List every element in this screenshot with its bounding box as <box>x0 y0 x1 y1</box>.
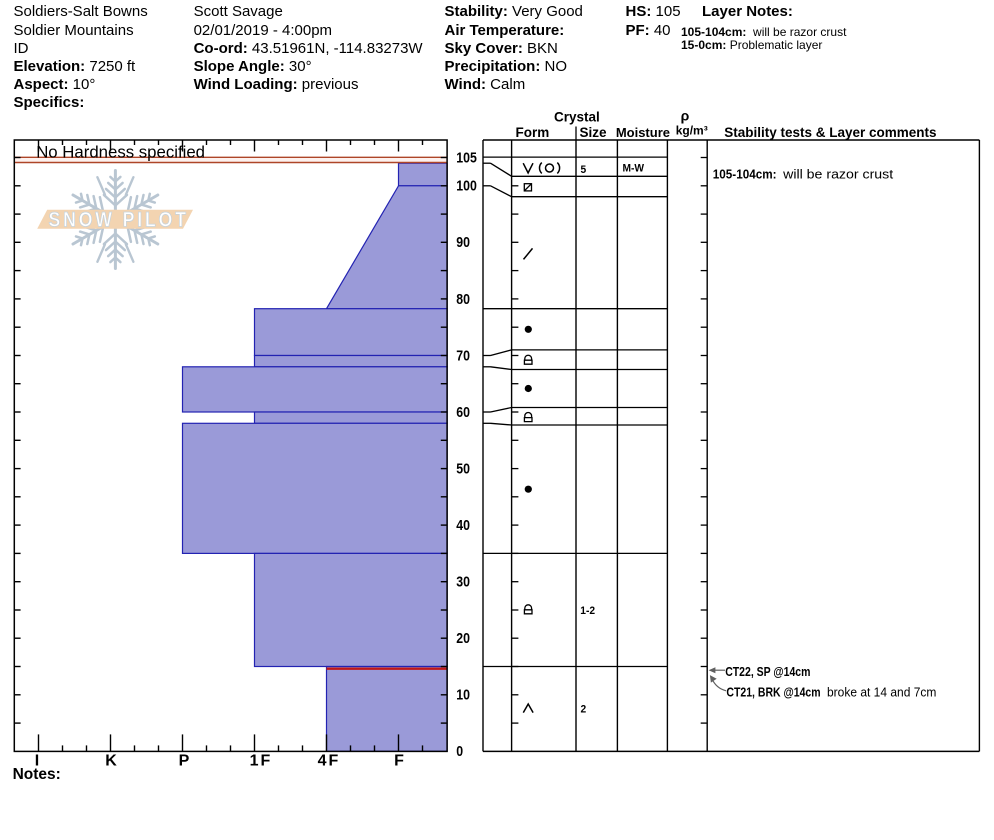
svg-text:ρ: ρ <box>681 107 690 123</box>
svg-text:Crystal: Crystal <box>554 109 600 124</box>
svg-text:30: 30 <box>456 574 470 590</box>
svg-text:I: I <box>35 753 39 770</box>
svg-text:K: K <box>105 753 117 770</box>
svg-text:kg/m³: kg/m³ <box>676 124 708 138</box>
svg-text:1F: 1F <box>250 753 273 770</box>
svg-text:105: 105 <box>456 149 477 165</box>
svg-text:Moisture: Moisture <box>616 125 670 140</box>
svg-text:CT21, BRK @14cm: CT21, BRK @14cm <box>726 687 820 700</box>
svg-text:20: 20 <box>456 630 470 646</box>
svg-text:Form: Form <box>516 125 550 140</box>
svg-text:F: F <box>394 753 404 770</box>
svg-text:4F: 4F <box>318 753 341 770</box>
svg-text:P: P <box>179 753 190 770</box>
svg-text:105-104cm:: 105-104cm: <box>713 167 777 182</box>
svg-text:50: 50 <box>456 461 470 477</box>
svg-text:SNOW PILOT: SNOW PILOT <box>49 208 189 232</box>
svg-text:40: 40 <box>456 517 470 533</box>
svg-text:5: 5 <box>581 164 587 176</box>
svg-text:2: 2 <box>581 703 587 715</box>
svg-text:Stability tests & Layer commen: Stability tests & Layer comments <box>724 125 936 140</box>
svg-text:90: 90 <box>456 234 470 250</box>
svg-text:broke at 14 and 7cm: broke at 14 and 7cm <box>827 685 936 699</box>
svg-text:M-W: M-W <box>623 162 645 174</box>
svg-text:0: 0 <box>456 743 463 759</box>
svg-text:10: 10 <box>456 687 470 703</box>
svg-text:1-2: 1-2 <box>580 605 595 617</box>
svg-text:80: 80 <box>456 291 470 307</box>
svg-text:100: 100 <box>456 178 477 194</box>
svg-text:CT22, SP @14cm: CT22, SP @14cm <box>725 666 810 679</box>
svg-text:No Hardness specified: No Hardness specified <box>36 143 205 162</box>
svg-text:will be razor crust: will be razor crust <box>782 167 893 181</box>
svg-text:70: 70 <box>456 347 470 363</box>
svg-text:Size: Size <box>579 125 607 140</box>
svg-text:60: 60 <box>456 404 470 420</box>
